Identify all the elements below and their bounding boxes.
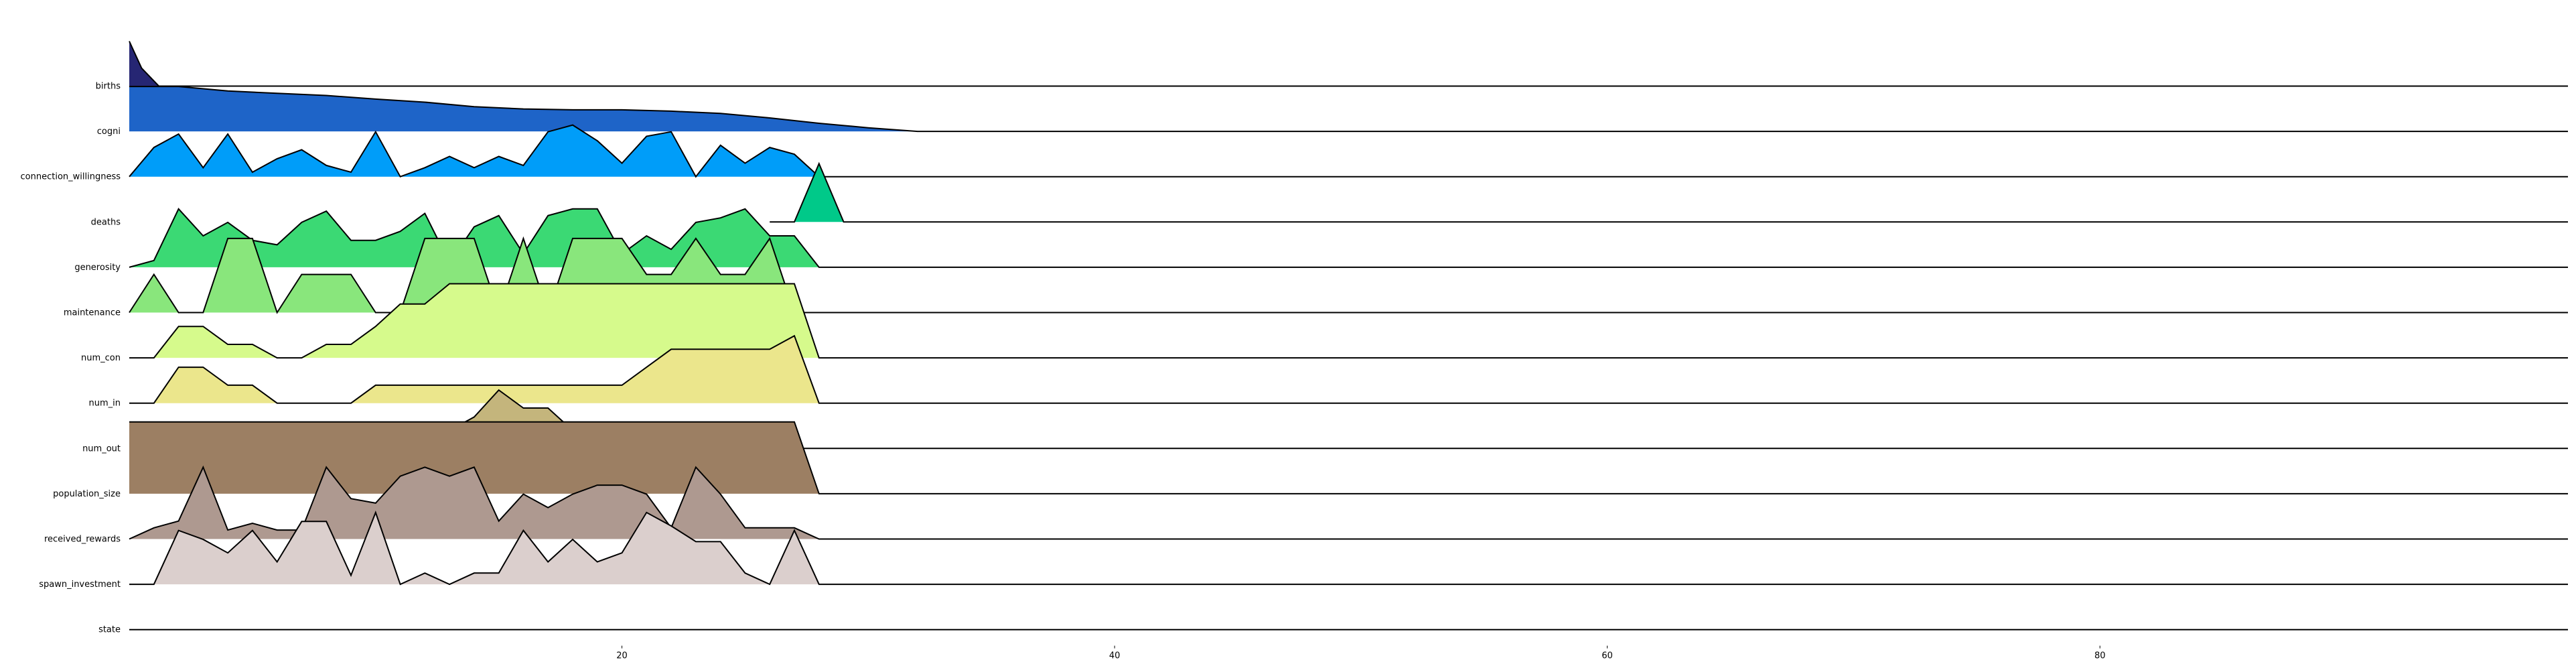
row-label-maintenance: maintenance (64, 308, 121, 318)
ridge-deaths (770, 161, 2568, 223)
ridge-connection-willingness (129, 124, 2568, 178)
ridge-area-received-rewards (129, 467, 2568, 539)
ridge-population-size (129, 421, 2568, 494)
ridge-line-cogni (129, 86, 2568, 133)
ridge-area-births (129, 41, 2568, 86)
ridge-num-con (129, 283, 2568, 359)
ridge-line-maintenance (129, 236, 2568, 315)
ridge-area-spawn-investment (129, 512, 2568, 585)
ridges (129, 41, 2568, 630)
row-label-state: state (98, 625, 121, 635)
row-label-num-con: num_con (81, 353, 121, 363)
ridge-line-population-size (129, 421, 2568, 494)
row-label-cogni: cogni (97, 127, 121, 137)
ridge-line-births (129, 41, 2568, 87)
ridge-spawn-investment (129, 511, 2568, 586)
row-label-connection-willingness: connection_willingness (21, 172, 121, 182)
x-tick-label-20: 20 (616, 651, 628, 661)
ridge-cogni (129, 86, 2568, 133)
row-label-births: births (96, 82, 121, 92)
ridge-line-spawn-investment (129, 511, 2568, 586)
row-label-num-out: num_out (82, 444, 121, 454)
row-label-generosity: generosity (74, 263, 121, 273)
ridge-area-population-size (129, 421, 2568, 494)
row-label-spawn-investment: spawn_investment (39, 580, 121, 590)
ridge-line-num-in (129, 334, 2568, 404)
ridge-area-connection-willingness (129, 125, 2568, 177)
ridge-received-rewards (129, 465, 2568, 540)
row-label-num-in: num_in (89, 399, 121, 409)
row-label-deaths: deaths (91, 217, 121, 227)
x-tick-label-60: 60 (1601, 651, 1613, 661)
ridge-generosity (129, 208, 2568, 268)
x-tick-label-80: 80 (2094, 651, 2106, 661)
x-axis: 20 40 60 80 (616, 645, 2106, 661)
ridge-births (129, 41, 2568, 87)
ridge-line-connection-willingness (129, 124, 2568, 178)
ridge-line-generosity (129, 208, 2568, 268)
row-label-population-size: population_size (53, 489, 121, 499)
ridge-area-num-con (129, 283, 2568, 358)
ridge-num-in (129, 334, 2568, 404)
ridge-line-received-rewards (129, 465, 2568, 540)
ridge-area-deaths (770, 163, 2568, 222)
ridge-area-num-in (129, 336, 2568, 403)
ridge-line-num-con (129, 283, 2568, 359)
ridge-line-deaths (770, 161, 2568, 223)
x-tick-label-40: 40 (1109, 651, 1121, 661)
ridge-area-cogni (129, 86, 2568, 132)
row-label-received-rewards: received_rewards (44, 535, 121, 545)
ridge-area-generosity (129, 208, 2568, 267)
